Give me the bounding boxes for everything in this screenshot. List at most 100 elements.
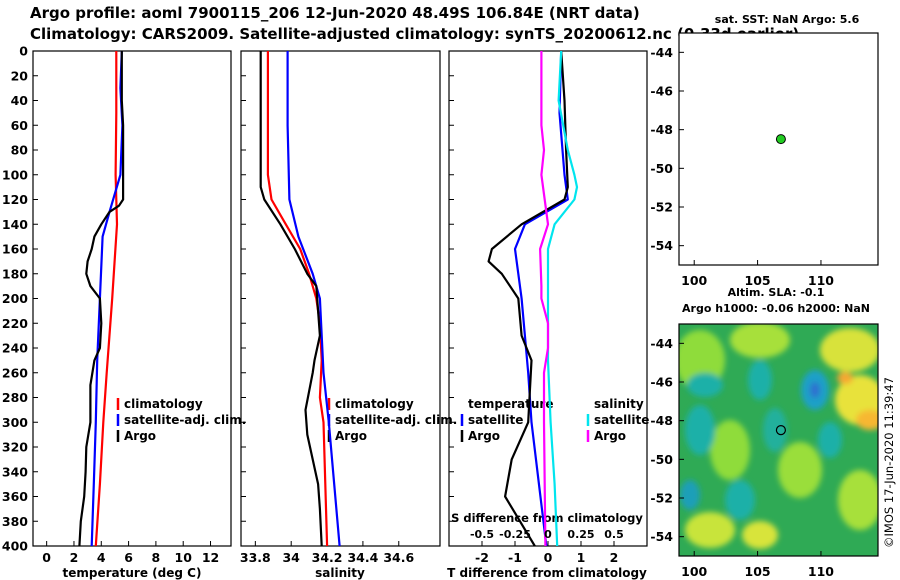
sdiff-tick-label: 0.25 [567,528,594,541]
salinity-panel-frame [240,50,441,547]
salinity-legend: climatology satellite-adj. clim. Argo [327,397,457,443]
temperature-series-argo [78,51,125,546]
sla-map-ytick-label: -44 [650,336,673,351]
difference-xtick-label: 0 [544,550,553,565]
sdiff-tick-label: 0 [544,528,552,541]
depth-tick-label: 180 [2,266,28,281]
difference-xtick-label: 2 [610,550,619,565]
argo-sla-marker [775,425,787,436]
legend-argo-label: Argo [124,429,156,443]
legend-climatology-label: climatology [335,397,414,411]
temperature-xtick-label: 12 [202,550,219,565]
legend-satellite-label: satellite-adj. clim. [335,413,457,427]
sdiff-xlabel: S difference from climatology [451,511,643,525]
legend-temperature-title: temperature [468,397,553,411]
legend-s-satellite-label: satellite [594,413,649,427]
depth-tick-label: 200 [2,291,28,306]
position-map-xtick-label: 100 [681,273,707,288]
title-line-2: Climatology: CARS2009. Satellite-adjuste… [30,25,800,43]
temperature-xtick-label: 0 [42,550,51,565]
sla-map-xtick-label: 100 [681,564,707,579]
depth-tick-label: 40 [11,93,29,108]
sdiff-tick-label: -0.25 [499,528,531,541]
depth-tick-label: 220 [2,316,28,331]
difference-legend: temperature satellite Argo salinity sate… [460,397,649,443]
argo-position-marker [775,134,786,145]
difference-series-salinity-satellite [546,51,579,546]
sla-map-xtick-label: 110 [808,564,834,579]
temperature-xlabel: temperature (deg C) [63,566,202,580]
depth-tick-label: 160 [2,242,28,257]
position-map-ytick-label: -52 [650,200,673,215]
sdiff-tick-label: 0.5 [604,528,624,541]
position-map-xtick-label: 105 [745,273,771,288]
position-map-xtick-label: 110 [808,273,834,288]
sla-map-xtick-label: 105 [745,564,771,579]
position-map-ytick-label: -48 [650,122,673,137]
position-map-ytick-label: -50 [650,161,673,176]
temperature-xtick-label: 2 [70,550,79,565]
sla-map-ytick-label: -50 [650,452,673,467]
difference-series-salinity-argo [538,51,550,546]
depth-tick-label: 340 [2,464,28,479]
temperature-xtick-label: 10 [175,550,193,565]
salinity-xlabel: salinity [315,566,365,580]
temperature-xtick-label: 4 [97,550,106,565]
depth-tick-label: 120 [2,192,28,207]
depth-tick-label: 240 [2,341,28,356]
sla-heatmap [679,324,878,556]
depth-tick-label: 100 [2,167,28,182]
legend-argo-label: Argo [335,429,367,443]
depth-tick-label: 80 [11,143,29,158]
depth-tick-label: 60 [11,118,29,133]
temperature-panel-frame [32,50,232,547]
sla-title-line-1: Altim. SLA: -0.1 [728,286,825,299]
tdiff-xlabel: T difference from climatology [447,566,647,580]
position-map-title: sat. SST: NaN Argo: 5.6 [715,13,860,26]
legend-satellite-label: satellite-adj. clim. [124,413,246,427]
salinity-xtick-label: 34.6 [383,550,414,565]
salinity-xtick-label: 34.2 [312,550,343,565]
legend-climatology-label: climatology [124,397,203,411]
title-line-1: Argo profile: aoml 7900115_206 12-Jun-20… [30,4,640,22]
legend-s-argo-label: Argo [594,429,626,443]
difference-xtick-label: -2 [475,550,489,565]
legend-salinity-title: salinity [594,397,644,411]
depth-tick-label: 20 [11,68,29,83]
sla-map-ytick-label: -48 [650,413,673,428]
salinity-series-group [259,51,341,546]
sla-map-frame [678,323,879,557]
legend-t-satellite-label: satellite [468,413,523,427]
salinity-series-satellite-adj-clim- [286,51,341,546]
salinity-series-argo [259,51,323,546]
position-map-ytick-label: -46 [650,84,673,99]
legend-t-argo-label: Argo [468,429,500,443]
temperature-series-group [78,51,125,546]
position-map-ytick-label: -54 [650,238,673,253]
depth-tick-label: 140 [2,217,28,232]
imos-side-label: ©IMOS 17-Jun-2020 11:39:47 [882,377,896,548]
depth-tick-label: 360 [2,489,28,504]
difference-series-temperature-argo [487,51,569,546]
salinity-xtick-label: 33.8 [240,550,271,565]
depth-tick-label: 400 [2,539,28,554]
depth-tick-label: 280 [2,390,28,405]
salinity-xtick-label: 34.4 [347,550,378,565]
temperature-xtick-label: 8 [152,550,161,565]
depth-tick-label: 320 [2,440,28,455]
depth-tick-label: 380 [2,514,28,529]
sdiff-tick-label: -0.5 [470,528,494,541]
difference-series-group [487,51,579,546]
temperature-legend: climatology satellite-adj. clim. Argo [116,397,246,443]
temperature-series-climatology [94,51,119,546]
sla-map-ytick-label: -46 [650,375,673,390]
difference-xtick-label: -1 [508,550,522,565]
temperature-xtick-label: 6 [124,550,133,565]
depth-tick-label: 300 [2,415,28,430]
position-map-ytick-label: -44 [650,45,673,60]
depth-tick-label: 0 [19,44,28,59]
salinity-xtick-label: 34 [282,550,300,565]
sla-map-ytick-label: -52 [650,491,673,506]
sla-title-line-2: Argo h1000: -0.06 h2000: NaN [682,302,870,315]
